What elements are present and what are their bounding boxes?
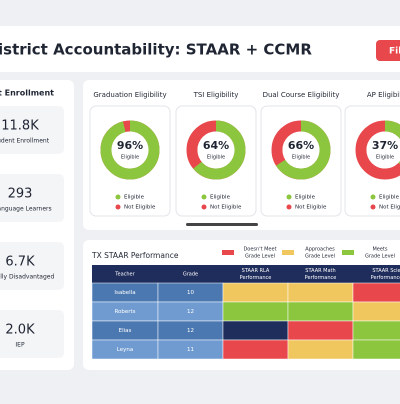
- table-cell-text: Isabella: [114, 290, 135, 296]
- stat-value: 6.7K: [5, 255, 35, 270]
- legend-dot: [371, 195, 376, 200]
- table-cell-text: 12: [187, 309, 194, 315]
- legend-label: Eligible: [210, 195, 231, 201]
- legend-dot: [371, 205, 376, 210]
- performance-cell: [288, 302, 353, 321]
- stat-value: 293: [8, 187, 33, 202]
- legend-dot: [116, 205, 121, 210]
- table-header-label: STAAR Scie: [372, 268, 400, 274]
- donut-value: 96%: [117, 139, 143, 152]
- table-cell-text: 10: [187, 290, 194, 296]
- performance-cell: [353, 283, 400, 302]
- table-cell-text: Roberts: [114, 309, 135, 315]
- table-header-label: Performance: [305, 275, 337, 281]
- page-title: istrict Accountability: STAAR + CCMR: [0, 41, 312, 59]
- donut-title: TSI Eligibility: [193, 91, 239, 99]
- scrollbar-thumb[interactable]: [186, 223, 258, 226]
- table-cell-text: 12: [187, 328, 194, 334]
- stat-value: 2.0K: [5, 323, 35, 338]
- legend-label: Not Eligible: [295, 205, 327, 211]
- stat-value: 11.8K: [1, 119, 39, 134]
- legend-swatch: [342, 250, 354, 255]
- performance-cell: [353, 321, 400, 340]
- table-header-label: Grade: [183, 272, 198, 278]
- legend-dot: [287, 195, 292, 200]
- legend-label: Eligible: [379, 195, 400, 201]
- table-header-label: STAAR RLA: [242, 268, 270, 274]
- donut-center-label: Eligible: [121, 155, 139, 161]
- enrollment-title: t Enrollment: [0, 89, 54, 98]
- donut-center-label: Eligible: [207, 155, 225, 161]
- legend-label: Grade Level: [305, 254, 335, 260]
- legend-swatch: [222, 250, 234, 255]
- filter-button-label[interactable]: Fil: [389, 47, 400, 57]
- stat-label: IEP: [15, 342, 25, 349]
- legend-label: Not Eligible: [379, 205, 400, 211]
- stat-label: Student Enrollment: [0, 138, 50, 145]
- performance-cell: [223, 302, 288, 321]
- donut-title: Dual Course Eligibility: [263, 91, 340, 99]
- legend-label: Eligible: [124, 195, 145, 201]
- legend-label: Doesn't Meet: [243, 247, 276, 253]
- table-header-label: Performance: [240, 275, 272, 281]
- stat-label: mically Disadvantaged: [0, 274, 54, 281]
- legend-dot: [202, 205, 207, 210]
- donut-value: 37%: [372, 139, 398, 152]
- performance-cell: [223, 340, 288, 359]
- legend-label: Not Eligible: [210, 205, 242, 211]
- table-cell-text: 11: [187, 347, 194, 353]
- legend-swatch: [282, 250, 294, 255]
- donut-title: Graduation Eligibility: [93, 91, 166, 99]
- donut-center-label: Eligible: [376, 155, 394, 161]
- performance-cell: [353, 302, 400, 321]
- staar-title: TX STAAR Performance: [91, 251, 179, 260]
- legend-label: Meets: [372, 247, 387, 253]
- donut-title: AP Eligibili: [367, 91, 400, 99]
- legend-dot: [116, 195, 121, 200]
- performance-cell: [288, 283, 353, 302]
- legend-label: Not Eligible: [124, 205, 156, 211]
- table-header-label: STAAR Math: [305, 268, 335, 274]
- legend-label: Eligible: [295, 195, 316, 201]
- performance-cell: [288, 321, 353, 340]
- performance-cell: [353, 340, 400, 359]
- donut-center-label: Eligible: [292, 155, 310, 161]
- legend-dot: [287, 205, 292, 210]
- performance-cell: [288, 340, 353, 359]
- donut-value: 64%: [203, 139, 229, 152]
- performance-cell: [223, 321, 288, 340]
- legend-label: Grade Level: [365, 254, 395, 260]
- table-cell-text: Elias: [119, 328, 132, 334]
- table-header-label: Performance: [371, 275, 400, 281]
- legend-label: Grade Level: [245, 254, 275, 260]
- legend-dot: [202, 195, 207, 200]
- table-header-label: Teacher: [114, 272, 135, 278]
- stat-label: h Language Learners: [0, 206, 52, 213]
- performance-cell: [223, 283, 288, 302]
- donut-value: 66%: [288, 139, 314, 152]
- legend-label: Approaches: [305, 247, 335, 253]
- table-cell-text: Leyna: [117, 347, 133, 353]
